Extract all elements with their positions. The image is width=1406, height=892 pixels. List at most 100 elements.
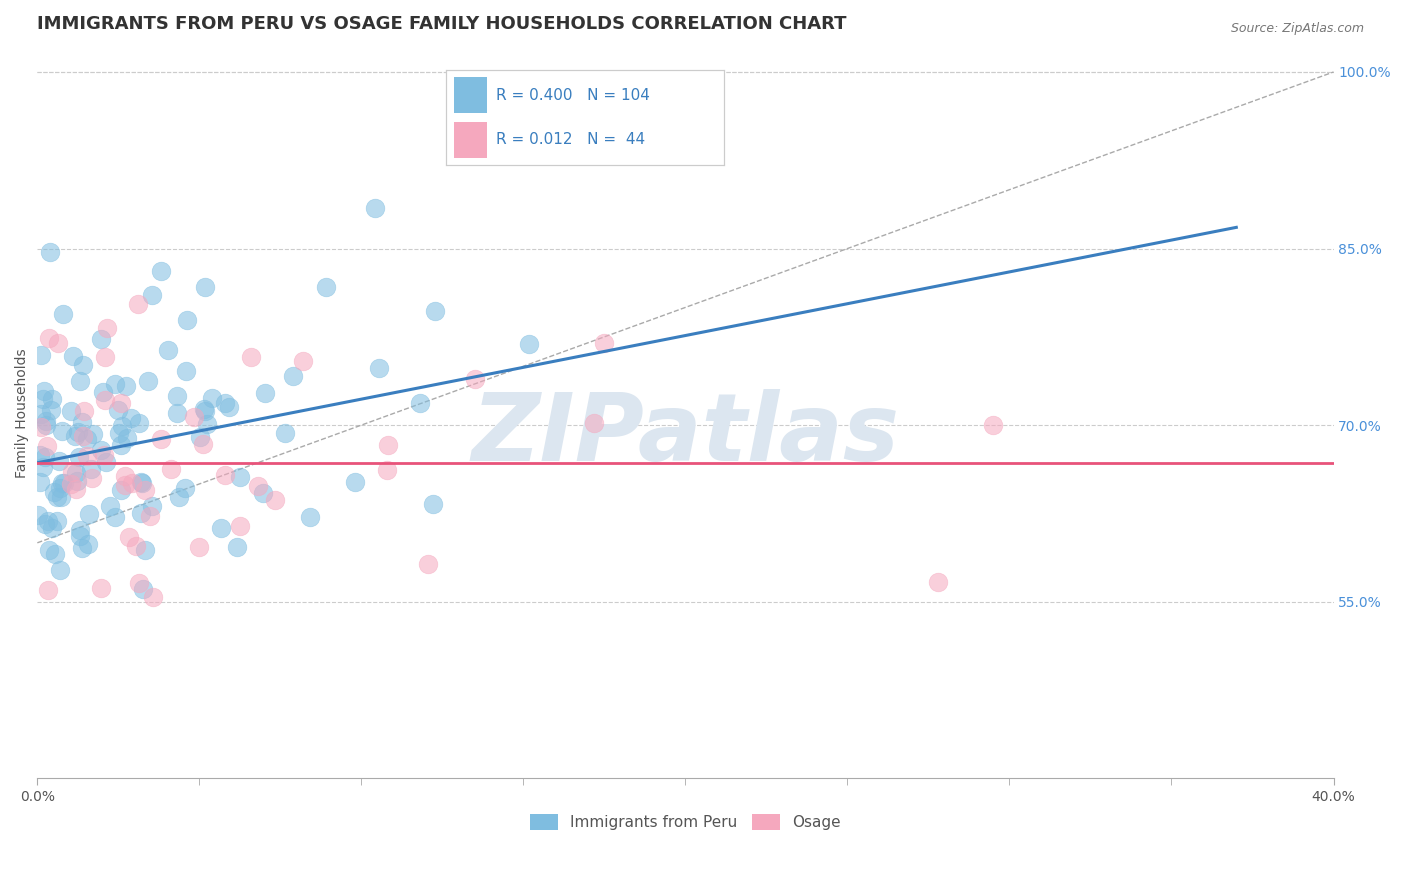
Point: [30, 420, 52, 434]
Point: [247, 479, 270, 493]
Point: [174, 364, 197, 378]
Point: [73, 404, 96, 418]
Point: [65, 482, 87, 496]
Point: [28, 448, 51, 462]
Point: [35, 414, 58, 428]
Text: Source: ZipAtlas.com: Source: ZipAtlas.com: [1230, 22, 1364, 36]
Point: [30, 348, 52, 362]
Point: [110, 438, 132, 452]
Point: [48, 453, 70, 467]
Point: [60, 404, 83, 418]
Point: [174, 482, 197, 496]
Point: [96, 320, 118, 334]
Point: [35, 417, 58, 432]
Point: [150, 433, 173, 447]
Point: [45, 491, 67, 505]
Point: [298, 509, 321, 524]
Point: [32, 384, 55, 399]
Point: [131, 475, 153, 490]
Point: [69, 374, 91, 388]
Y-axis label: Family Households: Family Households: [15, 349, 30, 478]
Point: [30, 475, 52, 490]
Point: [115, 378, 138, 392]
Point: [229, 469, 252, 483]
Point: [281, 369, 304, 384]
Point: [49, 481, 72, 495]
Point: [82, 427, 104, 442]
Point: [59, 477, 82, 491]
Point: [291, 354, 314, 368]
Point: [416, 557, 439, 571]
Point: [39, 402, 62, 417]
Point: [254, 385, 277, 400]
Text: IMMIGRANTS FROM PERU VS OSAGE FAMILY HOUSEHOLDS CORRELATION CHART: IMMIGRANTS FROM PERU VS OSAGE FAMILY HOU…: [38, 15, 846, 33]
Point: [141, 288, 163, 302]
Point: [166, 406, 188, 420]
Point: [38, 542, 60, 557]
Point: [422, 497, 444, 511]
Point: [91, 385, 114, 400]
Point: [118, 530, 141, 544]
Point: [82, 471, 104, 485]
Point: [129, 506, 152, 520]
Point: [114, 469, 136, 483]
Point: [121, 475, 143, 490]
Point: [108, 426, 131, 441]
Point: [228, 518, 250, 533]
Point: [134, 483, 156, 497]
Point: [226, 540, 249, 554]
Point: [31, 460, 53, 475]
Point: [69, 523, 91, 537]
Point: [194, 280, 217, 294]
Point: [69, 529, 91, 543]
Point: [34, 450, 56, 464]
Point: [218, 401, 240, 415]
Point: [927, 574, 949, 589]
Point: [70, 541, 93, 556]
Point: [239, 350, 262, 364]
Point: [274, 425, 297, 440]
Point: [52, 306, 75, 320]
Point: [44, 484, 66, 499]
Point: [38, 331, 60, 345]
Point: [31, 392, 53, 407]
Point: [129, 475, 152, 489]
Point: [128, 416, 150, 430]
Point: [160, 462, 183, 476]
Point: [37, 514, 59, 528]
Point: [377, 438, 399, 452]
Point: [34, 517, 56, 532]
Point: [191, 436, 214, 450]
Point: [27, 508, 49, 522]
Point: [65, 475, 87, 489]
Point: [120, 411, 142, 425]
Point: [195, 417, 218, 432]
Point: [110, 483, 132, 497]
Point: [252, 486, 274, 500]
Point: [37, 439, 59, 453]
Point: [90, 442, 112, 457]
Point: [132, 582, 155, 596]
Point: [41, 521, 63, 535]
Point: [79, 462, 101, 476]
Point: [76, 432, 98, 446]
Point: [134, 543, 156, 558]
Point: [188, 430, 211, 444]
Point: [49, 490, 72, 504]
Point: [44, 547, 66, 561]
Point: [30, 407, 52, 421]
Point: [367, 361, 389, 376]
Point: [70, 416, 93, 430]
Point: [593, 335, 616, 350]
Point: [46, 335, 69, 350]
Point: [41, 392, 63, 407]
Point: [111, 419, 134, 434]
Point: [110, 396, 132, 410]
Point: [37, 583, 59, 598]
Point: [62, 349, 84, 363]
Point: [72, 428, 94, 442]
Point: [45, 514, 67, 528]
Point: [94, 392, 117, 407]
Point: [981, 418, 1004, 433]
Point: [76, 537, 98, 551]
